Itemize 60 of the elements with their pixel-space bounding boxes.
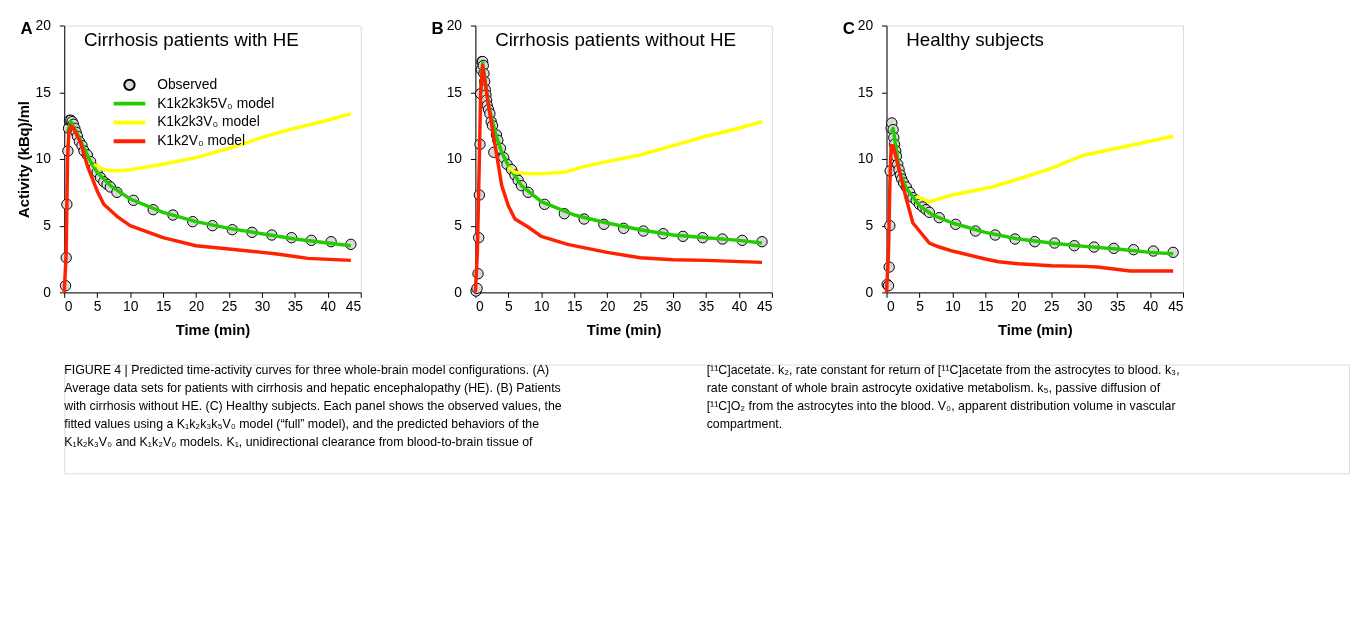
- x-tick-label: 5: [504, 297, 513, 314]
- x-tick-label: 30: [254, 297, 271, 314]
- x-tick-label: 35: [698, 297, 715, 314]
- x-tick-label: 30: [1077, 297, 1093, 314]
- y-tick-label: 0: [43, 283, 52, 300]
- x-tick-label: 45: [345, 297, 362, 314]
- chart-title: Cirrhosis patients with HE: [84, 29, 299, 51]
- legend-label: K1k2V₀ model: [157, 132, 246, 149]
- x-tick-label: 15: [155, 297, 172, 314]
- x-tick-label: 10: [945, 297, 961, 314]
- legend-label: Observed: [157, 75, 218, 92]
- x-tick-label: 0: [64, 297, 73, 314]
- x-tick-label: 25: [632, 297, 649, 314]
- y-tick-label: 0: [865, 283, 874, 300]
- x-tick-label: 25: [1044, 297, 1060, 314]
- x-tick-label: 20: [188, 297, 205, 314]
- x-tick-label: 30: [665, 297, 682, 314]
- x-tick-label: 15: [978, 297, 994, 314]
- y-tick-label: 20: [857, 16, 874, 33]
- y-tick-label: 15: [446, 83, 463, 100]
- chart-title: Cirrhosis patients without HE: [495, 29, 737, 51]
- y-tick-label: 10: [446, 150, 463, 167]
- y-tick-label: 20: [35, 16, 52, 33]
- x-tick-label: 20: [599, 297, 616, 314]
- legend-label: K1k2k3k5V₀ model: [157, 94, 275, 111]
- y-tick-label: 20: [446, 16, 463, 33]
- x-tick-label: 40: [320, 297, 337, 314]
- text: B: [431, 19, 444, 39]
- x-tick-label: 45: [756, 297, 773, 314]
- y-tick-label: 15: [35, 83, 52, 100]
- x-axis-title: Time (min): [997, 322, 1073, 339]
- x-tick-label: 35: [287, 297, 304, 314]
- x-tick-label: 45: [1168, 297, 1184, 314]
- y-tick-label: 5: [454, 217, 463, 234]
- x-tick-label: 10: [122, 297, 139, 314]
- text: A: [20, 19, 33, 39]
- x-tick-label: 5: [916, 297, 925, 314]
- y-axis-title: Activity (kBq)/ml: [15, 101, 32, 218]
- x-tick-label: 40: [731, 297, 748, 314]
- x-axis-title: Time (min): [175, 322, 251, 339]
- text: C: [842, 19, 855, 39]
- x-tick-label: 0: [475, 297, 484, 314]
- legend-label: K1k2k3V₀ model: [157, 113, 260, 130]
- x-tick-label: 25: [221, 297, 238, 314]
- y-tick-label: 15: [857, 83, 874, 100]
- x-tick-label: 0: [887, 297, 896, 314]
- x-tick-label: 35: [1109, 297, 1126, 314]
- y-tick-label: 5: [43, 217, 52, 234]
- x-tick-label: 20: [1011, 297, 1027, 314]
- y-tick-label: 5: [865, 217, 874, 234]
- y-tick-label: 0: [454, 283, 463, 300]
- x-tick-label: 40: [1142, 297, 1159, 314]
- x-axis-title: Time (min): [586, 322, 662, 339]
- x-tick-label: 5: [93, 297, 102, 314]
- x-tick-label: 10: [534, 297, 550, 314]
- x-tick-label: 15: [567, 297, 583, 314]
- text: FIGURE 4 | Predicted time-activity curves for three whole-brain model configurations. (A) Average data sets for patients with cirrhosis and hepatic encephalopathy (HE). (B) Patients with cirrhosis without HE. (C) Healthy subjects. Each panel shows the observed values, the fitted values using a K₁k₂k₃k₅V₀ model (“full” model), and the predicted behaviors of the K₁k₂k₃V₀ and K₁k₂V₀ models. K₁, unidirectional clearance from blood-to-brain tissue of [¹¹C]acetate. k₂, rate constant for return of [¹¹C]acetate from the astrocytes to blood. k₃, rate constant of whole brain astrocyte oxidative metabolism. k₅, passive diffusion of [¹¹C]O₂ from the astrocytes into the blood. V₀, apparent distribution volume in vascular compartment.: [64, 363, 1180, 449]
- y-tick-label: 10: [35, 150, 52, 167]
- chart-title: Healthy subjects: [906, 29, 1044, 51]
- y-tick-label: 10: [857, 150, 874, 167]
